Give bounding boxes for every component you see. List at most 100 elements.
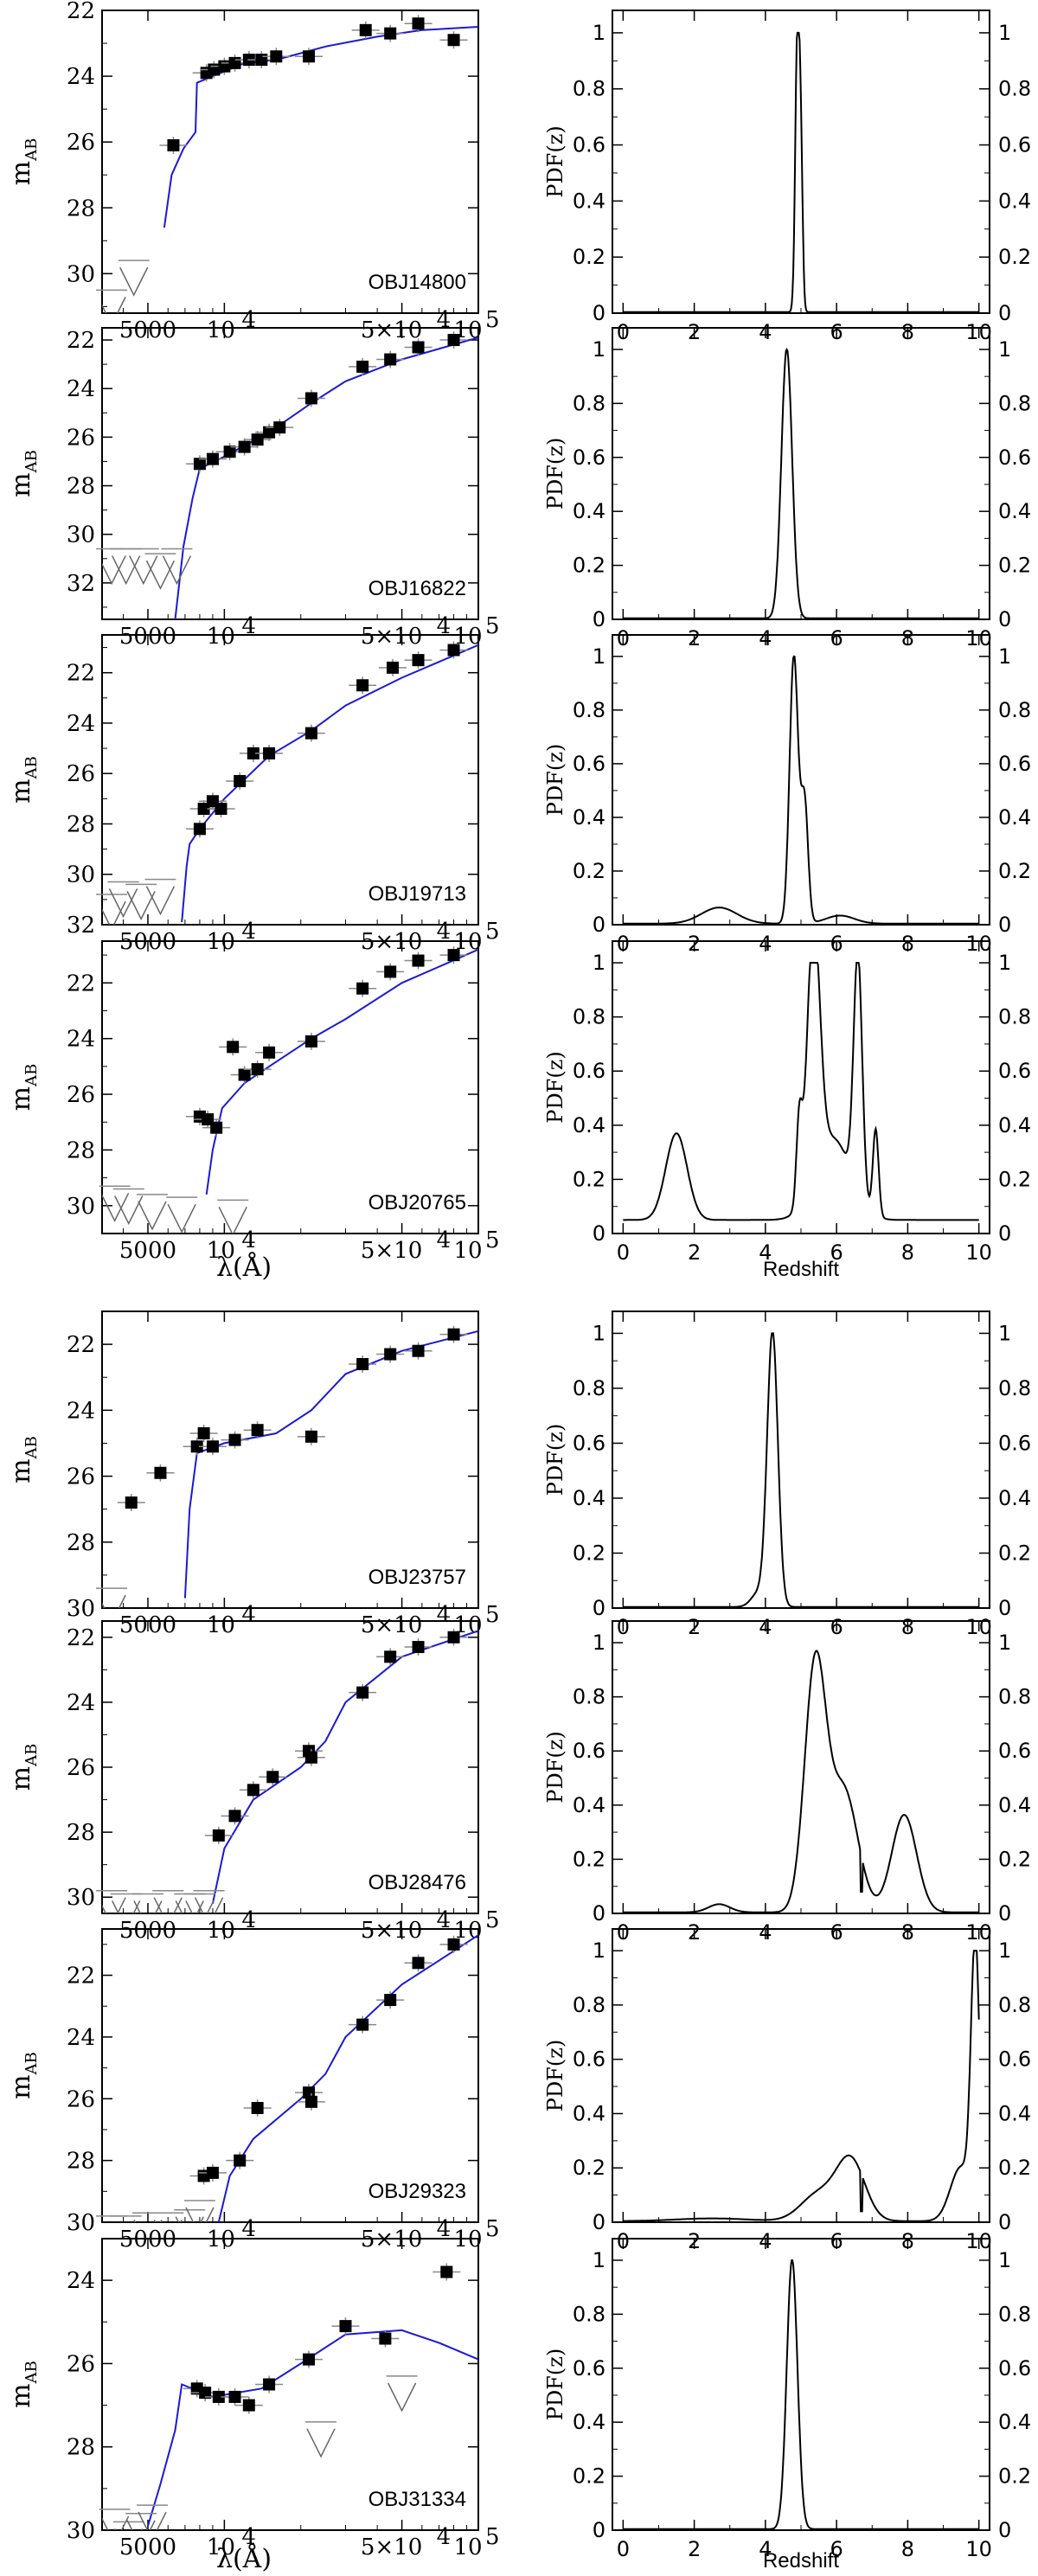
pdf-ytick-label-right: 0.4 [998, 805, 1031, 830]
sed-xtick-exp: 4 [437, 1602, 452, 1628]
pdf-ytick-label-left: 0.6 [573, 1059, 606, 1083]
sed-object-label: OBJ14800 [368, 271, 466, 294]
sed-xtick-exp: 4 [437, 307, 452, 333]
pdf-curve [623, 1332, 979, 1608]
sed-upper-limit-arrow [387, 2382, 417, 2413]
pdf-panel-OBJ23757: 0 00.2 0.20.4 0.40.6 0.60.8 0.81 10 2 4 6 8 10PDF(z… [543, 1310, 1031, 1639]
pdf-ytick-label-left: 0.8 [573, 2302, 606, 2326]
pdf-ytick-label-right: 0 [998, 1221, 1011, 1246]
sed-point [270, 50, 283, 63]
sed-point [247, 747, 260, 759]
sed-ytick-label: 30 [67, 2210, 95, 2236]
sed-xtick-label-1e4: 10 [207, 1612, 235, 1638]
sed-object-label: OBJ23757 [368, 1566, 466, 1589]
sed-point [356, 982, 369, 995]
pdf-ytick-label-right: 0 [998, 1901, 1011, 1926]
pdf-ytick-label-right: 0.2 [998, 554, 1031, 578]
sed-point [304, 1035, 317, 1048]
pdf-ytick-label-right: 0.8 [998, 77, 1031, 101]
sed-xtick-label-1e4: 10 [207, 624, 235, 650]
sed-point [356, 2018, 369, 2031]
sed-model-curve [147, 2329, 478, 2527]
sed-ylabel: mAB [6, 2052, 41, 2099]
sed-xtick-exp: 4 [437, 1227, 452, 1253]
sed-ytick-label: 26 [67, 2351, 95, 2377]
sed-point [238, 440, 251, 453]
sed-point [447, 1328, 460, 1341]
sed-ytick-label: 30 [67, 1596, 95, 1622]
sed-xtick-label-1e5: 10 [453, 1238, 482, 1264]
sed-xtick-exp: 4 [241, 2216, 256, 2242]
pdf-curve [623, 31, 979, 313]
sed-xtick-exp: 4 [437, 1907, 452, 1933]
pdf-ytick-label-left: 0.2 [573, 554, 606, 578]
pdf-ytick-label-left: 1 [593, 1321, 606, 1345]
sed-xtick-exp: 4 [241, 919, 256, 945]
sed-ytick-label: 26 [67, 130, 95, 156]
sed-ytick-label: 30 [67, 1885, 95, 1911]
sed-xtick-exp: 5 [485, 613, 500, 639]
pdf-ytick-label-left: 0.2 [573, 245, 606, 269]
sed-xlabel-text: λ(Å) [216, 1252, 272, 1283]
pdf-ytick-label-left: 0.8 [573, 77, 606, 101]
sed-point [447, 334, 460, 347]
pdf-ytick-label-right: 0.8 [998, 1376, 1031, 1400]
pdf-ytick-label-left: 0.4 [573, 499, 606, 523]
pdf-ytick-label-right: 0.4 [998, 1486, 1031, 1510]
sed-xtick-label-1e4: 10 [207, 1238, 235, 1264]
sed-model-curve [217, 1934, 478, 2222]
sed-point [227, 1041, 240, 1054]
sed-ytick-label: 32 [67, 913, 95, 939]
sed-ytick-label: 22 [67, 971, 95, 996]
sed-point [193, 458, 206, 471]
pdf-frame [612, 2238, 990, 2531]
pdf-ytick-label-left: 0.8 [573, 391, 606, 415]
sed-ytick-label: 22 [67, 0, 95, 24]
pdf-ylabel: PDF(z) [543, 744, 567, 816]
pdf-ytick-label-left: 0.4 [573, 1793, 606, 1817]
sed-point [199, 2387, 212, 2400]
sed-model-curve [181, 644, 478, 923]
sed-point [447, 1938, 460, 1951]
sed-point [273, 421, 286, 434]
pdf-xtick-label: 2 [688, 2537, 701, 2561]
sed-point [242, 2399, 255, 2412]
pdf-frame [612, 1928, 990, 2223]
sed-ytick-label: 30 [67, 862, 95, 888]
pdf-ytick-label-left: 0.8 [573, 698, 606, 722]
sed-ytick-label: 28 [67, 474, 95, 500]
sed-point [206, 2166, 219, 2179]
sed-upper-limit-arrow [185, 1900, 215, 1913]
sed-ytick-label: 30 [67, 1194, 95, 1220]
pdf-panel-OBJ19713: 0 00.2 0.20.4 0.40.6 0.60.8 0.81 10 2 4 6 8 10PDF(z… [543, 634, 1031, 956]
sed-upper-limit-arrow [102, 555, 126, 586]
sed-upper-limit-arrow [145, 886, 176, 916]
sed-point [412, 1957, 425, 1970]
pdf-ytick-label-right: 0.8 [998, 1993, 1031, 2017]
sed-point [412, 654, 425, 667]
pdf-ylabel: PDF(z) [543, 1424, 567, 1496]
pdf-ylabel: PDF(z) [543, 1051, 567, 1123]
sed-point [263, 2378, 276, 2391]
sed-point [412, 17, 425, 30]
sed-upper-limit-arrow [167, 1203, 196, 1234]
pdf-ytick-label-right: 1 [998, 2248, 1011, 2272]
sed-xtick-exp: 4 [241, 1907, 256, 1933]
sed-point [356, 1357, 369, 1370]
sed-frame [101, 1928, 479, 2223]
pdf-ylabel: PDF(z) [543, 2349, 567, 2420]
pdf-ytick-label-left: 0.8 [573, 1376, 606, 1400]
sed-xtick-label-5e4: 5×10 [361, 1612, 422, 1638]
pdf-ytick-label-right: 0.4 [998, 189, 1031, 213]
sed-point [356, 360, 369, 373]
pdf-xtick-label: 8 [901, 2537, 914, 2561]
sed-ylabel: mAB [6, 1064, 41, 1112]
sed-xtick-exp: 4 [241, 1602, 256, 1628]
pdf-xtick-label: 6 [830, 2537, 843, 2561]
sed-ytick-label: 28 [67, 1820, 95, 1846]
